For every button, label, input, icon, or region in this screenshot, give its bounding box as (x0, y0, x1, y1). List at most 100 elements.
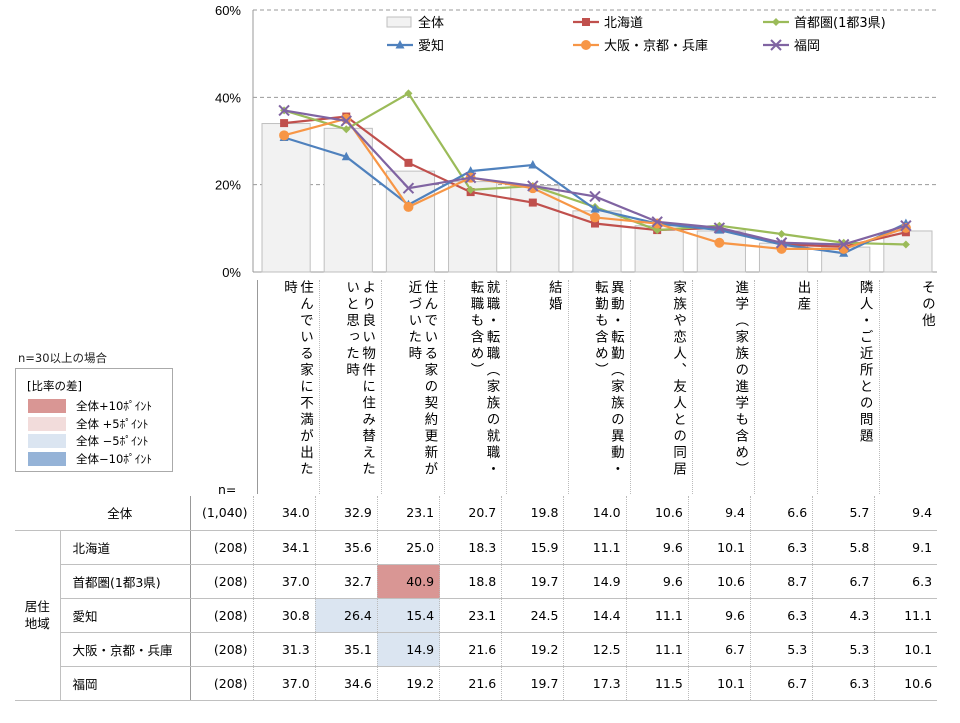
table-cell: 31.3 (252, 632, 316, 667)
category-text: 就職・転職（家族の就職・転職も含め） (467, 280, 500, 478)
row-label: 大阪・京都・兵庫 (60, 632, 190, 667)
sample-note: n=30以上の場合 (18, 351, 108, 365)
category-text: 進学（家族の進学も含め） (732, 280, 749, 478)
table-cell: 25.0 (376, 530, 440, 565)
category-label: 家族や恋人、友人との同居 (630, 280, 692, 494)
table-cell: 18.8 (439, 564, 502, 599)
bar-zentai (883, 230, 933, 273)
legend-item: 福岡 (763, 39, 820, 54)
legend-item: 大阪・京都・兵庫 (573, 39, 708, 54)
table-cell: 19.8 (501, 496, 564, 531)
legend-item: 北海道 (573, 16, 643, 31)
table-cell: 6.6 (749, 496, 813, 531)
table-cell: 19.2 (376, 666, 440, 701)
table-cell: 4.3 (812, 598, 875, 633)
region-cell: 居住地域 (15, 530, 61, 701)
bar-zentai (323, 127, 373, 273)
row-n: (208) (189, 632, 253, 667)
marker-x (713, 222, 726, 234)
table-cell: 8.7 (749, 564, 813, 599)
row-n: (208) (189, 564, 253, 599)
table-cell: 17.3 (563, 666, 627, 701)
bar-zentai (261, 123, 311, 273)
table-cell: 9.6 (625, 530, 689, 565)
table-cell: 19.7 (501, 666, 564, 701)
row-label: 福岡 (60, 666, 190, 701)
marker-x (527, 180, 539, 192)
marker-triangle (341, 151, 351, 161)
difference-legend-item: 全体+10ﾎﾟｲﾝﾄ (28, 399, 152, 413)
marker-triangle (395, 40, 405, 49)
table-cell: 9.6 (687, 598, 751, 633)
table-cell: 14.9 (563, 564, 627, 599)
difference-legend-label: 全体−10ﾎﾟｲﾝﾄ (76, 451, 153, 466)
table-cell: 35.1 (314, 632, 378, 667)
table-cell: 32.7 (314, 564, 378, 599)
marker-square (404, 158, 413, 167)
table-cell: 15.4 (376, 598, 440, 633)
table-cell: 12.5 (563, 632, 627, 667)
legend-label: 愛知 (418, 38, 444, 54)
legend-swatch (386, 16, 412, 28)
category-label: 進学（家族の進学も含め） (692, 280, 754, 494)
table-row: 福岡 (208) 37.0 34.6 19.2 21.6 19.7 17.3 11.5 10.1 6… (15, 666, 938, 701)
table-cell: 6.7 (812, 564, 875, 599)
marker-circle (590, 212, 600, 223)
marker-diamond (404, 89, 413, 98)
category-text: 出産 (794, 280, 811, 313)
region-label: 居住地域 (24, 599, 50, 631)
data-table: 全体 (1,040) 34.0 32.9 23.1 20.7 19.8 14.0 10.6 9.4… (15, 496, 938, 701)
row-label: 全体 (15, 496, 190, 531)
y-tick-label: 20% (215, 178, 241, 193)
table-cell: 9.4 (687, 496, 751, 531)
table-cell: 6.3 (874, 564, 938, 599)
row-label: 愛知 (60, 598, 190, 633)
table-cell: 35.6 (314, 530, 378, 565)
marker-circle (581, 40, 591, 50)
table-cell: 26.4 (314, 598, 378, 633)
legend-label: 全体 (418, 15, 444, 31)
difference-legend: [比率の差] 全体+10ﾎﾟｲﾝﾄ 全体 +5ﾎﾟｲﾝﾄ 全体 −5ﾎﾟｲﾝﾄ 全体−… (15, 368, 173, 472)
swatch (28, 399, 66, 413)
legend-item: 全体 (386, 15, 444, 31)
table-cell: 18.3 (439, 530, 502, 565)
swatch (28, 451, 66, 466)
marker-square (528, 198, 537, 207)
table-row: 首都圏(1都3県) (208) 37.0 32.7 40.9 18.8 19.7 14.9 9.… (15, 564, 938, 599)
row-label: 首都圏(1都3県) (60, 564, 190, 599)
marker-x (651, 216, 663, 228)
marker-diamond (342, 125, 351, 134)
marker-x (838, 238, 850, 251)
category-text: 住んでいる家の契約更新が近づいた時 (405, 280, 438, 478)
difference-legend-item: 全体 −5ﾎﾟｲﾝﾄ (28, 434, 148, 448)
marker-x (770, 39, 782, 51)
series-x (278, 104, 912, 251)
category-label: 就職・転職（家族の就職・転職も含め） (443, 280, 506, 494)
table-cell: 11.1 (874, 598, 938, 633)
table-cell: 6.7 (749, 666, 813, 701)
row-label: 北海道 (60, 530, 190, 565)
table-cell: 9.6 (625, 564, 689, 599)
marker-circle (714, 237, 725, 248)
marker-x (589, 190, 601, 203)
marker-x (775, 237, 788, 249)
legend-item: 愛知 (387, 38, 444, 54)
table-cell: 6.3 (749, 530, 813, 565)
difference-legend-item: 全体 +5ﾎﾟｲﾝﾄ (28, 416, 149, 431)
row-n: (1,040) (189, 496, 253, 531)
row-n: (208) (189, 530, 253, 565)
difference-legend-label: 全体+10ﾎﾟｲﾝﾄ (76, 399, 153, 413)
y-tick-label: 60% (215, 3, 241, 18)
swatch (28, 416, 66, 431)
table-cell: 23.1 (439, 598, 502, 633)
legend-label: 首都圏(1都3県) (794, 16, 886, 31)
difference-legend-label: 全体 +5ﾎﾟｲﾝﾄ (76, 416, 149, 431)
table-cell: 9.4 (874, 496, 938, 531)
table-cell: 24.5 (501, 598, 564, 633)
difference-legend-item: 全体−10ﾎﾟｲﾝﾄ (28, 451, 153, 466)
bar-zentai (448, 181, 498, 273)
table-cell: 6.7 (687, 632, 751, 667)
marker-diamond (772, 18, 780, 26)
marker-diamond (466, 185, 475, 194)
table-cell: 19.2 (501, 632, 564, 667)
